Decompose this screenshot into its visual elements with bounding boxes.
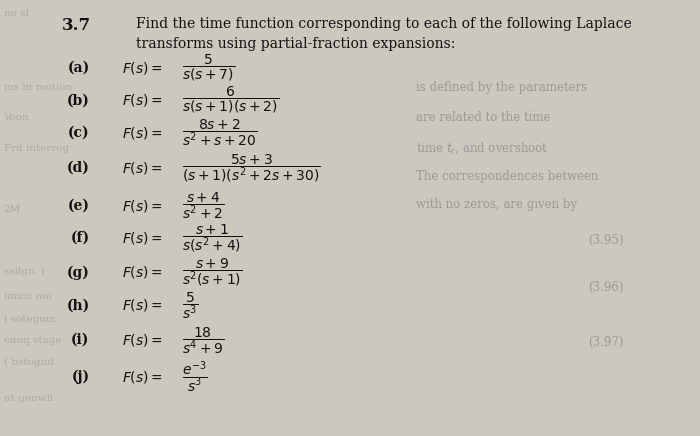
Text: (j): (j) — [71, 370, 90, 385]
Text: l sotegum: l sotegum — [4, 315, 55, 324]
Text: Frd interrog: Frd interrog — [4, 144, 69, 153]
Text: (g): (g) — [66, 265, 90, 280]
Text: (i): (i) — [71, 333, 90, 347]
Text: $F(s) =$: $F(s) =$ — [122, 92, 163, 108]
Text: $F(s) =$: $F(s) =$ — [122, 160, 163, 176]
Text: $\dfrac{18}{s^4+9}$: $\dfrac{18}{s^4+9}$ — [182, 325, 224, 355]
Text: 3.7: 3.7 — [62, 17, 91, 34]
Text: Find the time function corresponding to each of the following Laplace: Find the time function corresponding to … — [136, 17, 632, 31]
Text: $\dfrac{8s+2}{s^2+s+20}$: $\dfrac{8s+2}{s^2+s+20}$ — [182, 118, 258, 148]
Text: umoz noi: umoz noi — [4, 292, 51, 301]
Text: transforms using partial-fraction expansions:: transforms using partial-fraction expans… — [136, 37, 456, 51]
Text: $F(s) =$: $F(s) =$ — [122, 60, 163, 75]
Text: (c): (c) — [68, 126, 90, 140]
Text: (b): (b) — [66, 93, 90, 107]
Text: $\dfrac{e^{-3}}{s^3}$: $\dfrac{e^{-3}}{s^3}$ — [182, 359, 208, 395]
Text: The correspondences between: The correspondences between — [416, 170, 599, 183]
Text: (h): (h) — [66, 298, 90, 312]
Text: $F(s) =$: $F(s) =$ — [122, 297, 163, 313]
Text: (e): (e) — [68, 199, 90, 213]
Text: time $t_r$, and overshoot: time $t_r$, and overshoot — [416, 140, 549, 156]
Text: $F(s) =$: $F(s) =$ — [122, 198, 163, 214]
Text: $\dfrac{5}{s^3}$: $\dfrac{5}{s^3}$ — [182, 290, 199, 320]
Text: ssilgn. l: ssilgn. l — [4, 267, 44, 276]
Text: $F(s) =$: $F(s) =$ — [122, 332, 163, 348]
Text: nt genwll: nt genwll — [4, 395, 53, 403]
Text: ( bstognil: ( bstognil — [4, 358, 53, 367]
Text: cnuq stage: cnuq stage — [4, 337, 61, 345]
Text: ms in motion: ms in motion — [4, 83, 71, 92]
Text: no sl: no sl — [4, 9, 29, 17]
Text: $F(s) =$: $F(s) =$ — [122, 230, 163, 245]
Text: $\dfrac{5}{s(s+7)}$: $\dfrac{5}{s(s+7)}$ — [182, 52, 235, 83]
Text: (a): (a) — [67, 61, 90, 75]
Text: (d): (d) — [66, 161, 90, 175]
Text: Voon: Voon — [4, 113, 29, 122]
Text: $F(s) =$: $F(s) =$ — [122, 125, 163, 141]
Text: $\dfrac{s+4}{s^2+2}$: $\dfrac{s+4}{s^2+2}$ — [182, 191, 224, 221]
Text: (3.97): (3.97) — [588, 336, 624, 349]
Text: $F(s) =$: $F(s) =$ — [122, 369, 163, 385]
Text: $\dfrac{s+9}{s^2(s+1)}$: $\dfrac{s+9}{s^2(s+1)}$ — [182, 256, 242, 289]
Text: $F(s) =$: $F(s) =$ — [122, 265, 163, 280]
Text: (3.96): (3.96) — [588, 281, 624, 294]
Text: 2M: 2M — [4, 205, 21, 214]
Text: (f): (f) — [71, 231, 90, 245]
Text: $\dfrac{6}{s(s+1)(s+2)}$: $\dfrac{6}{s(s+1)(s+2)}$ — [182, 85, 279, 116]
Text: $\dfrac{s+1}{s(s^2+4)}$: $\dfrac{s+1}{s(s^2+4)}$ — [182, 221, 242, 254]
Text: is defined by the parameters: is defined by the parameters — [416, 81, 588, 94]
Text: are related to the time: are related to the time — [416, 111, 551, 124]
Text: (3.95): (3.95) — [588, 234, 624, 247]
Text: $\dfrac{5s+3}{(s+1)(s^2+2s+30)}$: $\dfrac{5s+3}{(s+1)(s^2+2s+30)}$ — [182, 152, 321, 184]
Text: with no zeros, are given by: with no zeros, are given by — [416, 198, 578, 211]
